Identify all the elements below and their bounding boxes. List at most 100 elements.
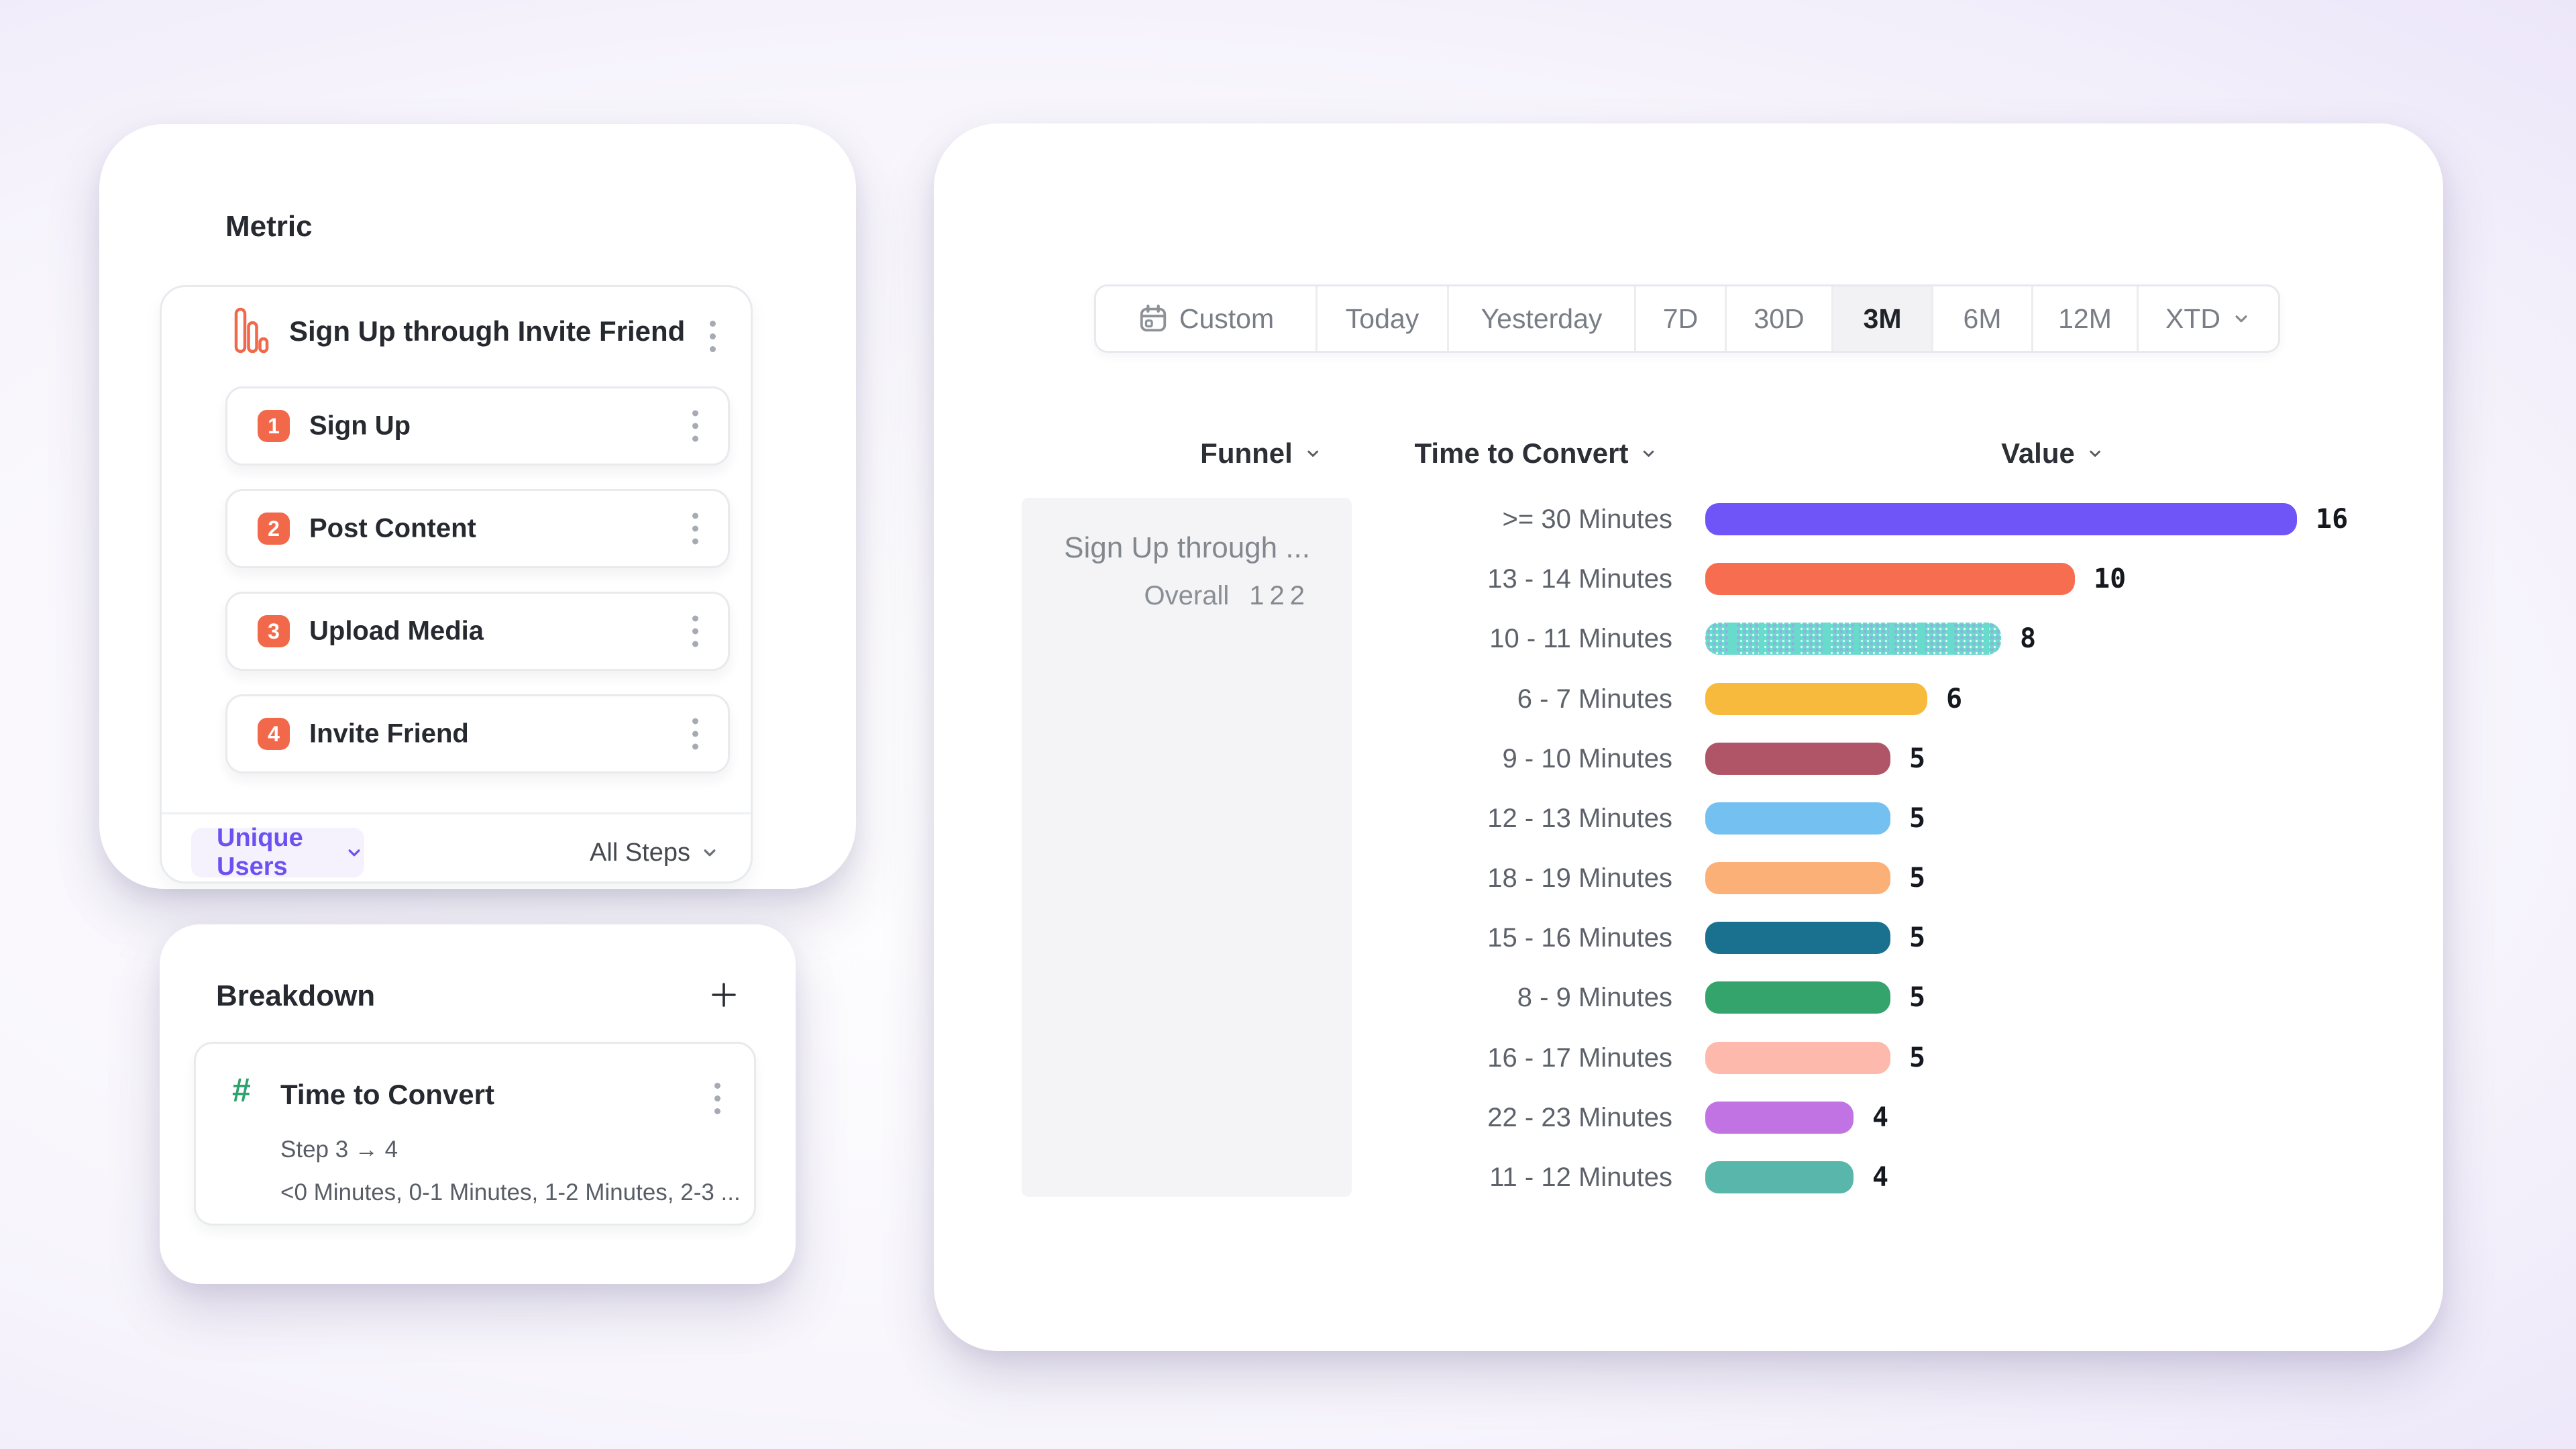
bar-13-14-minutes[interactable] <box>1705 563 2075 595</box>
funnel-metric-panel: Sign Up through Invite Friend 1 Sign Up 2 P… <box>160 285 753 883</box>
measure-dropdown[interactable]: Unique Users <box>191 824 364 881</box>
bar-row-label: 11 - 12 Minutes <box>1489 1163 1672 1192</box>
bar-row-label: 9 - 10 Minutes <box>1502 744 1672 773</box>
steps-scope-label: All Steps <box>590 838 690 867</box>
overall-value: 122 <box>1249 581 1310 610</box>
breakdown-property-card: # Time to Convert Step 3 → 4 <0 Minutes,… <box>194 1042 756 1226</box>
calendar-icon <box>1138 303 1169 334</box>
bar-row-label: 8 - 9 Minutes <box>1517 983 1672 1012</box>
kebab-menu-icon[interactable] <box>706 317 720 356</box>
hash-icon: # <box>232 1071 251 1109</box>
step-number-badge: 2 <box>258 513 290 545</box>
range-segment-3m[interactable]: 3M <box>1833 286 1933 351</box>
chevron-down-icon <box>1639 444 1658 463</box>
bar-value-label: 5 <box>1909 743 1926 774</box>
range-segment-30d[interactable]: 30D <box>1727 286 1833 351</box>
time-to-convert-header-label: Time to Convert <box>1414 437 1629 469</box>
bar-9-10-minutes[interactable] <box>1705 743 1890 775</box>
overall-label: Overall <box>1144 581 1230 610</box>
funnel-step-row-invite-friend[interactable]: 4 Invite Friend <box>225 694 730 773</box>
funnel-step-row-upload-media[interactable]: 3 Upload Media <box>225 592 730 671</box>
breakdown-section-title: Breakdown <box>216 979 376 1012</box>
bar-16-17-minutes[interactable] <box>1705 1042 1890 1074</box>
add-breakdown-button[interactable] <box>706 977 742 1016</box>
range-segment-label: Yesterday <box>1481 303 1603 334</box>
step-number-badge: 3 <box>258 615 290 647</box>
bar-value-label: 6 <box>1946 684 1963 714</box>
kebab-menu-icon[interactable] <box>688 612 702 651</box>
funnel-bars-icon <box>234 307 269 358</box>
bar-row-label: 6 - 7 Minutes <box>1517 684 1672 714</box>
kebab-menu-icon[interactable] <box>688 714 702 754</box>
funnel-step-row-sign-up[interactable]: 1 Sign Up <box>225 386 730 466</box>
bar-value-label: 10 <box>2094 564 2127 594</box>
funnel-header-label: Funnel <box>1200 437 1293 469</box>
range-segment-xtd[interactable]: XTD <box>2139 286 2278 351</box>
column-header-funnel[interactable]: Funnel <box>1200 437 1322 470</box>
range-segment-today[interactable]: Today <box>1318 286 1449 351</box>
breakdown-step-range: Step 3 → 4 <box>280 1136 398 1163</box>
range-segment-yesterday[interactable]: Yesterday <box>1449 286 1636 351</box>
bar-8-9-minutes[interactable] <box>1705 981 1890 1014</box>
bar-row-label: 10 - 11 Minutes <box>1489 624 1672 653</box>
range-segment-label: Custom <box>1179 303 1275 334</box>
step-label: Invite Friend <box>309 718 469 749</box>
range-segment-label: XTD <box>2165 303 2220 334</box>
range-segment-7d[interactable]: 7D <box>1636 286 1727 351</box>
bar-row-label: 12 - 13 Minutes <box>1487 804 1672 833</box>
bar-12-13-minutes[interactable] <box>1705 802 1890 835</box>
bar-18-19-minutes[interactable] <box>1705 862 1890 894</box>
bar-15-16-minutes[interactable] <box>1705 922 1890 954</box>
breakdown-property-name: Time to Convert <box>280 1079 494 1110</box>
funnel-step-row-post-content[interactable]: 2 Post Content <box>225 489 730 568</box>
funnel-name: Sign Up through Invite Friend <box>289 315 686 347</box>
bar-value-label: 8 <box>2020 623 2037 654</box>
range-segment-6m[interactable]: 6M <box>1933 286 2033 351</box>
bar-row-label: 15 - 16 Minutes <box>1487 923 1672 953</box>
steps-scope-dropdown[interactable]: All Steps <box>590 828 720 877</box>
bar-22-23-minutes[interactable] <box>1705 1102 1854 1134</box>
metric-section-title: Metric <box>225 210 313 243</box>
step-number-badge: 4 <box>258 718 290 750</box>
step-label: Upload Media <box>309 616 484 646</box>
bar-11-12-minutes[interactable] <box>1705 1161 1854 1193</box>
step-number-badge: 1 <box>258 410 290 442</box>
bar-row-label: 13 - 14 Minutes <box>1487 564 1672 594</box>
chevron-down-icon <box>2231 309 2251 329</box>
kebab-menu-icon[interactable] <box>710 1079 724 1118</box>
bar-row-label: 22 - 23 Minutes <box>1487 1103 1672 1132</box>
bar-value-label: 4 <box>1872 1162 1889 1193</box>
bar-row-label: 16 - 17 Minutes <box>1487 1043 1672 1073</box>
range-segment-label: 12M <box>2058 303 2112 334</box>
bar-6-7-minutes[interactable] <box>1705 683 1927 715</box>
bar-30-minutes[interactable] <box>1705 503 2297 535</box>
bar-value-label: 5 <box>1909 803 1926 834</box>
range-segment-custom[interactable]: Custom <box>1096 286 1318 351</box>
date-range-picker: Custom Today Yesterday 7D 30D 3M 6M 12M XTD <box>1094 284 2280 353</box>
range-segment-label: 6M <box>1963 303 2002 334</box>
range-segment-label: 7D <box>1662 303 1699 334</box>
bar-10-11-minutes[interactable] <box>1705 623 2001 655</box>
metric-card: Metric Sign Up through Invite Friend 1 Si… <box>99 124 856 889</box>
column-header-value[interactable]: Value <box>2001 437 2104 470</box>
value-header-label: Value <box>2001 437 2075 469</box>
range-segment-12m[interactable]: 12M <box>2033 286 2139 351</box>
step-label: Post Content <box>309 513 476 543</box>
bar-value-label: 5 <box>1909 863 1926 894</box>
chevron-down-icon <box>1303 444 1322 463</box>
column-header-time-to-convert[interactable]: Time to Convert <box>1415 437 1658 470</box>
range-segment-label: 3M <box>1863 303 1902 334</box>
bar-row-label: 18 - 19 Minutes <box>1487 863 1672 893</box>
range-segment-label: Today <box>1345 303 1419 334</box>
kebab-menu-icon[interactable] <box>688 407 702 446</box>
kebab-menu-icon[interactable] <box>688 509 702 549</box>
funnel-group-cell: Sign Up through ... Overall 122 <box>1022 498 1352 1197</box>
chevron-down-icon <box>700 843 720 863</box>
divider <box>162 812 751 814</box>
measure-label: Unique Users <box>217 824 303 881</box>
bar-value-label: 5 <box>1909 1042 1926 1073</box>
bar-value-label: 16 <box>2316 504 2349 535</box>
chevron-down-icon <box>2086 444 2104 463</box>
bar-row-label: >= 30 Minutes <box>1502 504 1673 534</box>
bar-value-label: 5 <box>1909 982 1926 1013</box>
